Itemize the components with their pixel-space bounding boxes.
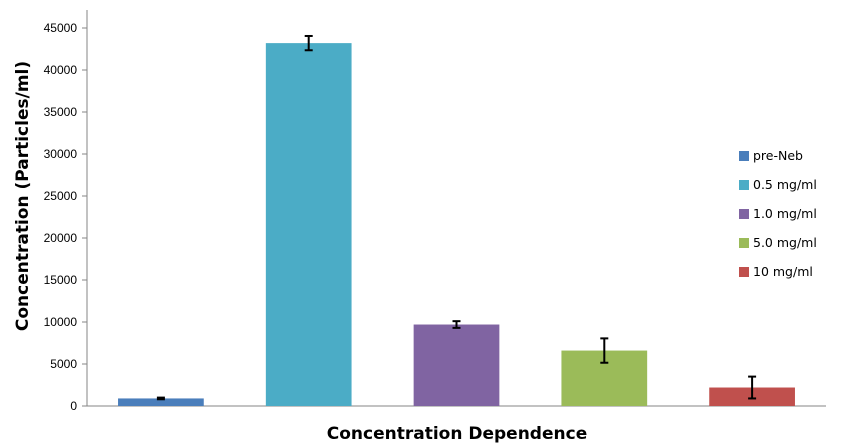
error-bars <box>156 34 757 401</box>
legend-swatch <box>739 151 749 161</box>
x-axis-title: Concentration Dependence <box>327 424 587 443</box>
legend-label: 0.5 mg/ml <box>753 177 817 192</box>
y-tick-label: 35000 <box>44 105 78 119</box>
legend-swatch <box>739 180 749 190</box>
legend-swatch <box>739 209 749 219</box>
legend-swatch <box>739 238 749 248</box>
legend-label: 1.0 mg/ml <box>753 206 817 221</box>
y-tick-label: 10000 <box>44 315 78 329</box>
y-tick-label: 15000 <box>44 273 78 287</box>
y-ticks: 0 5000 10000 15000 20000 25000 30000 35000 40000… <box>44 21 87 413</box>
error-bar-2 <box>304 34 313 52</box>
y-tick-label: 0 <box>70 399 77 413</box>
y-tick-label: 30000 <box>44 147 78 161</box>
legend-label: pre-Neb <box>753 148 803 163</box>
legend-label: 10 mg/ml <box>753 264 813 279</box>
legend: pre-Neb 0.5 mg/ml 1.0 mg/ml 5.0 mg/ml 10 mg/… <box>739 148 817 279</box>
bar-3 <box>413 324 500 406</box>
error-bar-3 <box>452 320 461 329</box>
bar-2 <box>265 43 352 407</box>
y-tick-label: 45000 <box>44 21 78 35</box>
bar-1 <box>118 398 204 406</box>
y-tick-label: 25000 <box>44 189 78 203</box>
error-bar-5 <box>748 375 757 400</box>
y-tick-label: 5000 <box>50 357 77 371</box>
error-bar-4 <box>600 337 609 364</box>
legend-label: 5.0 mg/ml <box>753 235 817 250</box>
y-tick-label: 20000 <box>44 231 78 245</box>
y-tick-label: 40000 <box>44 63 78 77</box>
error-bar-1 <box>156 396 165 401</box>
legend-swatch <box>739 267 749 277</box>
bars <box>118 43 795 407</box>
y-axis-title: Concentration (Particles/ml) <box>13 61 33 331</box>
